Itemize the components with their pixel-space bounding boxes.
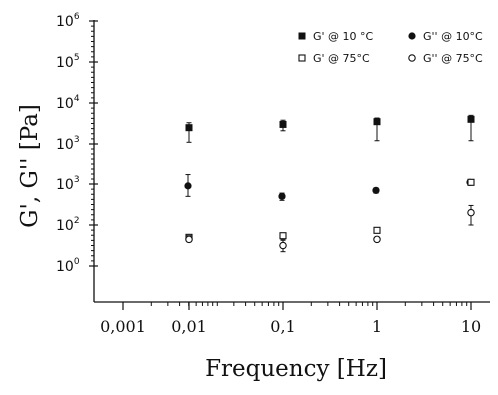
data-point xyxy=(372,186,380,194)
legend-entry: G'' @ 10°C xyxy=(408,30,483,43)
legend-label: G' @ 75°C xyxy=(313,52,370,65)
data-point xyxy=(185,124,193,132)
data-point xyxy=(185,235,193,244)
data-point xyxy=(467,208,475,217)
x-axis-title: Frequency [Hz] xyxy=(205,356,387,382)
x-tick-label: 0,001 xyxy=(100,317,146,336)
y-tick-label: 102 xyxy=(56,216,80,234)
data-point xyxy=(373,235,381,244)
legend-marker xyxy=(408,32,416,40)
y-tick-label: 100 xyxy=(56,257,80,275)
data-point xyxy=(279,241,287,250)
y-tick-labels: 100 102 103 103 104 105 106 xyxy=(56,12,80,275)
legend-marker xyxy=(298,32,306,40)
y-tick-label: 103 xyxy=(56,175,80,193)
x-tick-label: 10 xyxy=(461,317,481,336)
y-tick-label: 103 xyxy=(56,135,80,153)
axes xyxy=(89,20,490,310)
legend-marker xyxy=(298,54,306,62)
data-point xyxy=(467,115,475,123)
data-point xyxy=(184,182,192,190)
y-tick-label: 105 xyxy=(56,53,80,71)
data-point xyxy=(279,120,287,128)
legend-marker xyxy=(408,54,416,62)
series-4 xyxy=(185,204,475,253)
data-point xyxy=(373,226,381,234)
data-point xyxy=(279,232,287,240)
legend-label: G' @ 10 °C xyxy=(313,30,374,43)
legend-entry: G' @ 10 °C xyxy=(298,30,374,43)
x-tick-labels: 0,001 0,01 0,1 1 10 xyxy=(100,317,481,336)
x-tick-label: 0,1 xyxy=(270,317,295,336)
data-marks xyxy=(184,114,475,253)
y-tick-label: 104 xyxy=(56,94,80,112)
legend-label: G'' @ 75°C xyxy=(423,52,483,65)
series-2 xyxy=(184,174,474,201)
data-point xyxy=(467,178,475,186)
legend-label: G'' @ 10°C xyxy=(423,30,483,43)
legend: G' @ 10 °C G'' @ 10°C G' @ 75°C G'' @ 75°C xyxy=(298,30,483,65)
data-point xyxy=(373,118,381,126)
data-point xyxy=(278,192,286,200)
legend-entry: G'' @ 75°C xyxy=(408,52,483,65)
y-tick-label: 106 xyxy=(56,12,80,30)
series-3 xyxy=(185,178,475,241)
series-1 xyxy=(185,114,475,143)
x-tick-label: 1 xyxy=(372,317,382,336)
x-tick-label: 0,01 xyxy=(171,317,207,336)
legend-entry: G' @ 75°C xyxy=(298,52,370,65)
y-axis-title: G', G'' [Pa] xyxy=(17,104,43,228)
